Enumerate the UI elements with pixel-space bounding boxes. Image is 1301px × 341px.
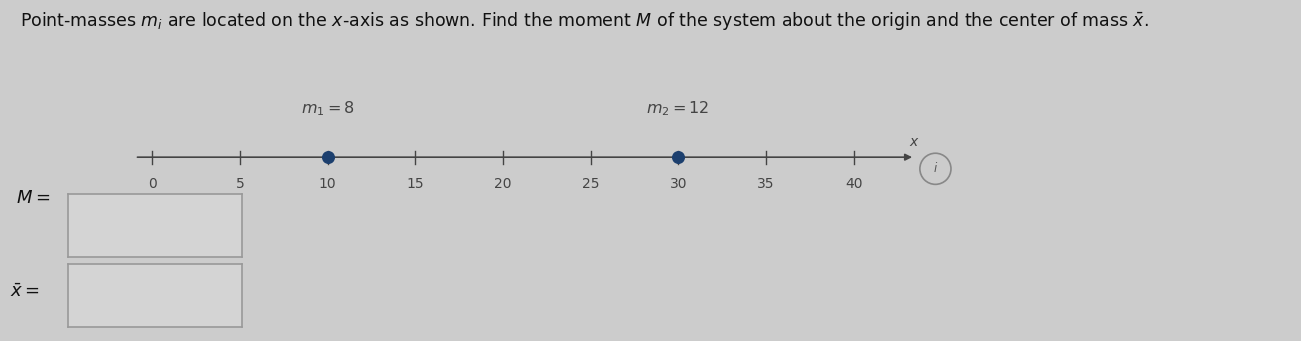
Text: 40: 40 <box>844 177 863 191</box>
Text: 30: 30 <box>670 177 687 191</box>
Text: 35: 35 <box>757 177 774 191</box>
Text: 10: 10 <box>319 177 337 191</box>
Text: 0: 0 <box>148 177 156 191</box>
Text: x: x <box>909 135 919 149</box>
Text: 5: 5 <box>235 177 245 191</box>
Text: Point-masses $m_i$ are located on the $x$-axis as shown. Find the moment $M$ of : Point-masses $m_i$ are located on the $x… <box>20 10 1149 32</box>
Point <box>667 154 688 160</box>
Text: $m_2 = 12$: $m_2 = 12$ <box>647 99 710 118</box>
Text: 25: 25 <box>582 177 600 191</box>
Text: $M =$: $M =$ <box>16 189 49 207</box>
Text: $\bar{x} =$: $\bar{x} =$ <box>10 283 40 300</box>
Point <box>317 154 338 160</box>
Text: i: i <box>934 162 937 175</box>
Text: 15: 15 <box>406 177 424 191</box>
Text: 20: 20 <box>494 177 511 191</box>
Text: $m_1 = 8$: $m_1 = 8$ <box>301 99 354 118</box>
